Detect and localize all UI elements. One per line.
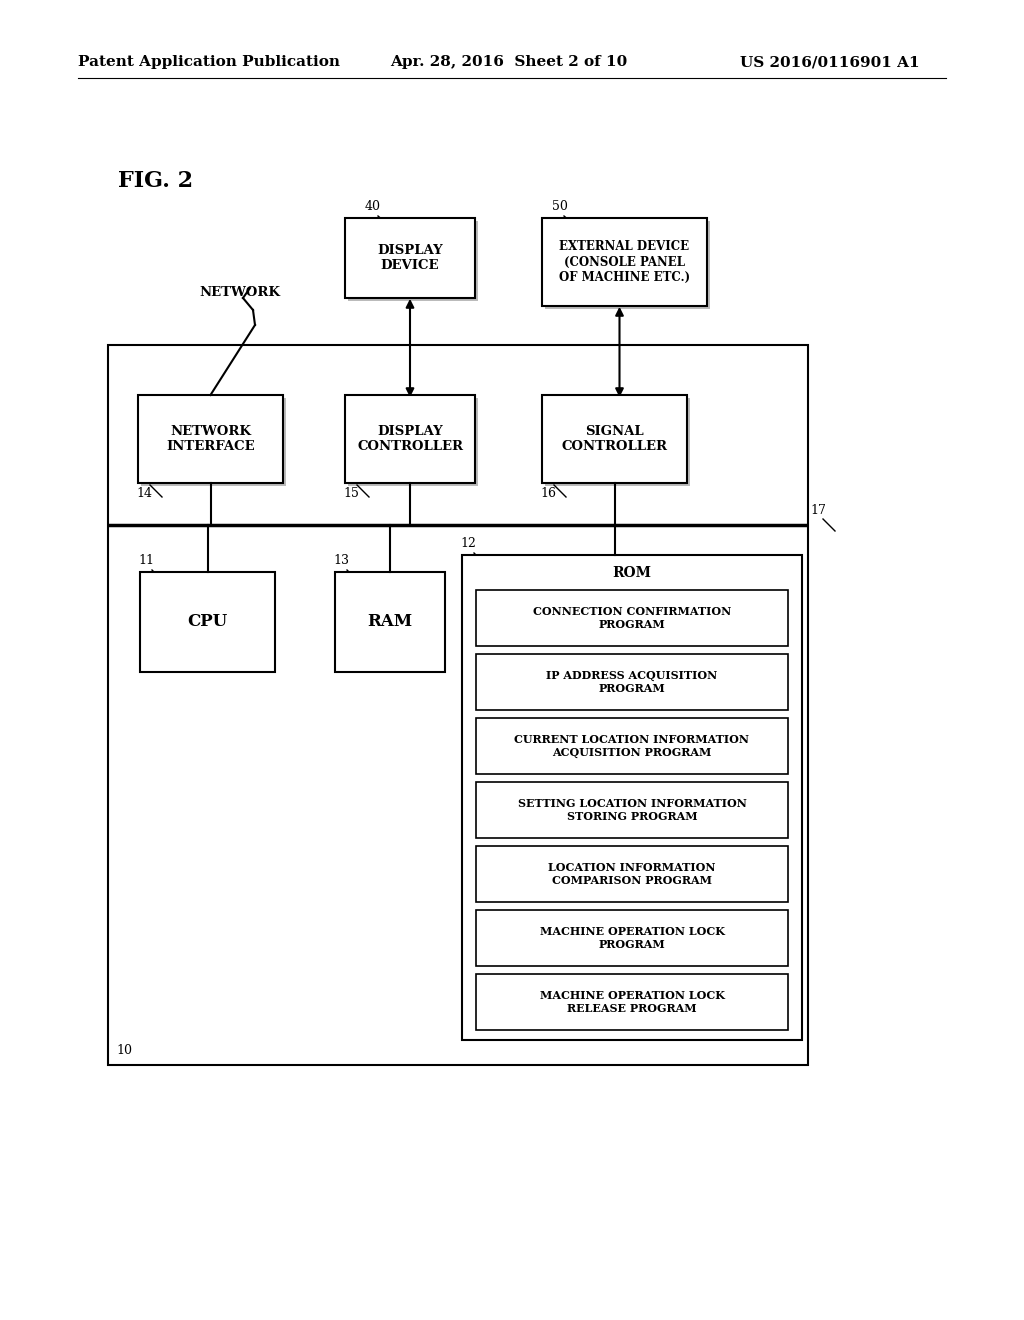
Text: 12: 12 [460,537,476,550]
Bar [476,718,788,774]
Text: 11: 11 [138,554,154,568]
Text: NETWORK
INTERFACE: NETWORK INTERFACE [166,425,255,453]
Bar [476,974,788,1030]
Text: 17: 17 [810,504,826,517]
Text: MACHINE OPERATION LOCK
PROGRAM: MACHINE OPERATION LOCK PROGRAM [540,927,724,950]
Bar [542,218,707,306]
Text: 14: 14 [136,487,152,500]
Bar [476,846,788,902]
Text: CPU: CPU [187,614,227,631]
Text: MACHINE OPERATION LOCK
RELEASE PROGRAM: MACHINE OPERATION LOCK RELEASE PROGRAM [540,990,724,1014]
Text: EXTERNAL DEVICE
(CONSOLE PANEL
OF MACHINE ETC.): EXTERNAL DEVICE (CONSOLE PANEL OF MACHIN… [559,240,690,284]
Text: DISPLAY
DEVICE: DISPLAY DEVICE [377,244,442,272]
Bar [335,572,445,672]
Bar [141,399,286,486]
Bar [348,220,478,301]
Text: RAM: RAM [368,614,413,631]
Text: 40: 40 [365,201,381,213]
Text: Apr. 28, 2016  Sheet 2 of 10: Apr. 28, 2016 Sheet 2 of 10 [390,55,628,69]
Text: LOCATION INFORMATION
COMPARISON PROGRAM: LOCATION INFORMATION COMPARISON PROGRAM [548,862,716,886]
Text: US 2016/0116901 A1: US 2016/0116901 A1 [740,55,920,69]
Bar [345,395,475,483]
Bar [476,781,788,838]
Bar [140,572,275,672]
Bar [108,345,808,1065]
Text: ROM: ROM [612,566,651,579]
Bar [476,909,788,966]
Text: CONNECTION CONFIRMATION
PROGRAM: CONNECTION CONFIRMATION PROGRAM [532,606,731,630]
Text: NETWORK: NETWORK [200,285,281,298]
Bar [476,590,788,645]
Bar [545,220,710,309]
Bar [545,399,690,486]
Text: 10: 10 [116,1044,132,1057]
Bar [462,554,802,1040]
Text: 15: 15 [343,487,358,500]
Text: Patent Application Publication: Patent Application Publication [78,55,340,69]
Text: FIG. 2: FIG. 2 [118,170,194,191]
Text: 16: 16 [540,487,556,500]
Bar [476,653,788,710]
Text: 50: 50 [552,201,568,213]
Bar [348,399,478,486]
Bar [345,218,475,298]
Bar [542,395,687,483]
Text: SETTING LOCATION INFORMATION
STORING PROGRAM: SETTING LOCATION INFORMATION STORING PRO… [517,799,746,822]
Text: CURRENT LOCATION INFORMATION
ACQUISITION PROGRAM: CURRENT LOCATION INFORMATION ACQUISITION… [514,734,750,758]
Bar [138,395,283,483]
Text: DISPLAY
CONTROLLER: DISPLAY CONTROLLER [357,425,463,453]
Text: IP ADDRESS ACQUISITION
PROGRAM: IP ADDRESS ACQUISITION PROGRAM [547,671,718,694]
Text: 13: 13 [333,554,349,568]
Text: SIGNAL
CONTROLLER: SIGNAL CONTROLLER [561,425,668,453]
